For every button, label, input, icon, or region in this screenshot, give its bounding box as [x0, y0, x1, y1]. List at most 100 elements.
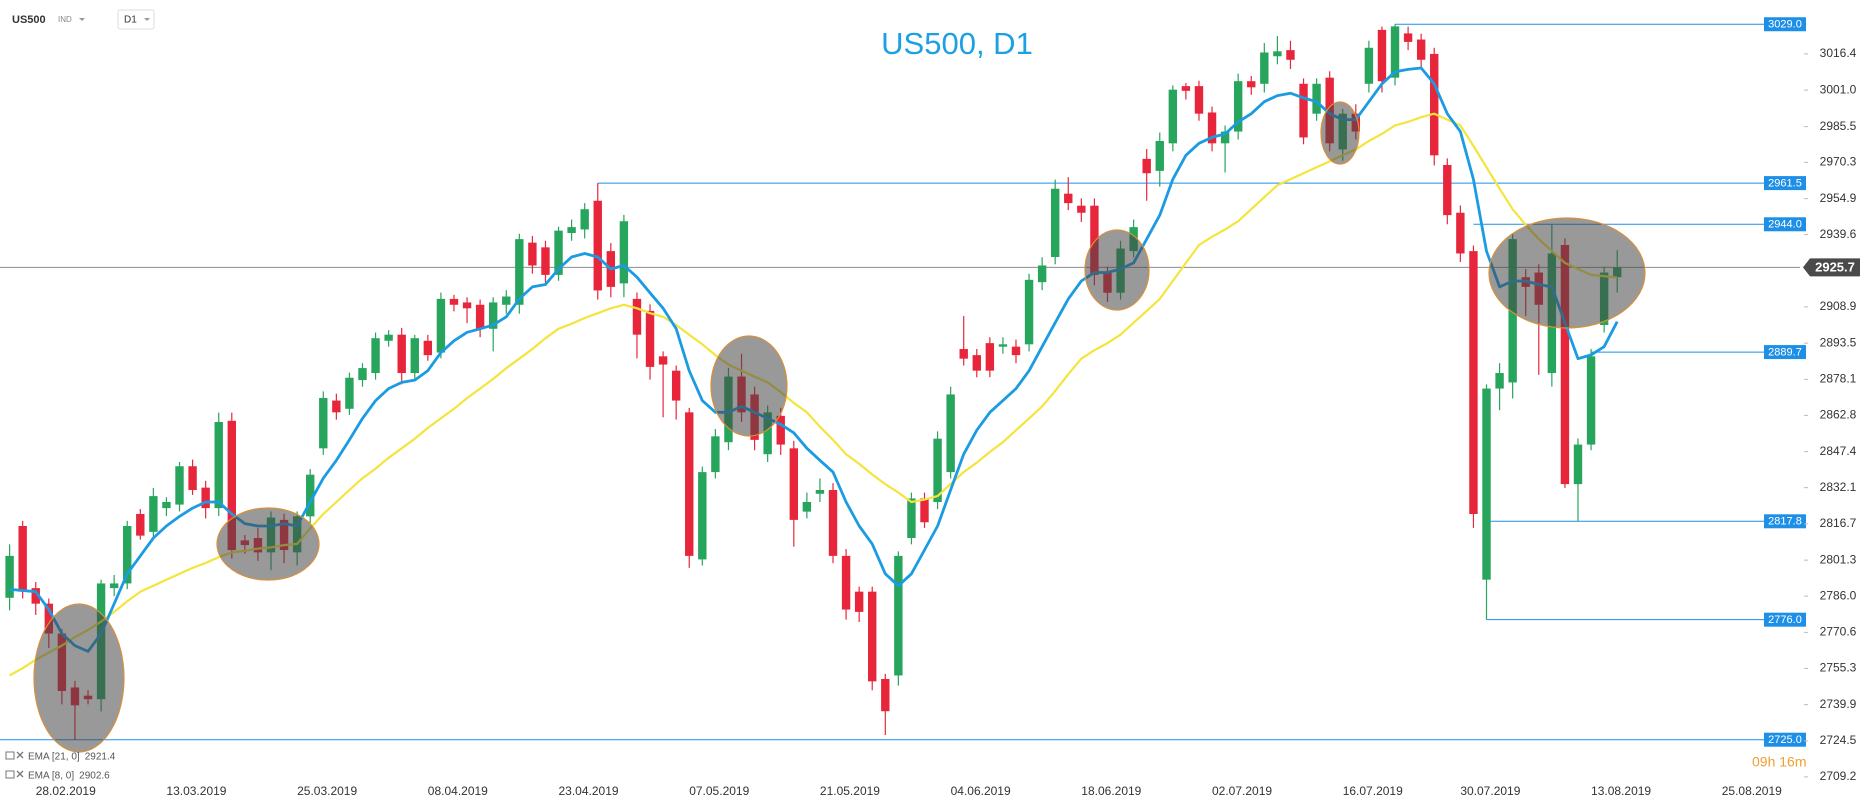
- candle-body: [475, 304, 485, 329]
- candle-body: [985, 343, 995, 371]
- candle-body: [698, 472, 707, 560]
- level-label-box: [1764, 176, 1806, 191]
- candle-body: [1573, 444, 1583, 485]
- candle-body: [319, 397, 328, 449]
- x-tick-label: 13.03.2019: [166, 784, 226, 798]
- market: IND: [58, 15, 72, 24]
- candle-body: [685, 412, 694, 556]
- candle-body: [384, 334, 393, 341]
- candle-body: [1090, 205, 1099, 275]
- highlight: [1084, 229, 1150, 311]
- candle-body: [933, 438, 942, 502]
- candle-body: [44, 603, 54, 634]
- y-tick-label: 2893.5: [1820, 335, 1857, 349]
- candle-body: [149, 496, 158, 532]
- dropdown-caret[interactable]: [79, 18, 85, 21]
- level-label: 2961.5: [1768, 178, 1802, 190]
- ema-layer: [9, 66, 1619, 677]
- highlight: [33, 603, 125, 753]
- ema-line: [9, 112, 1618, 677]
- legend-icon[interactable]: [5, 751, 15, 760]
- current-price-box: [1803, 258, 1860, 277]
- candle-body: [1077, 205, 1086, 213]
- candle-body: [1390, 26, 1400, 78]
- candle-body: [658, 356, 668, 365]
- candle-body: [1377, 29, 1387, 82]
- x-tick-label: 18.06.2019: [1081, 784, 1141, 798]
- candle-body: [1011, 346, 1021, 356]
- candle-body: [462, 302, 472, 309]
- candle-body: [1260, 52, 1269, 84]
- candle-body: [1286, 50, 1295, 60]
- y-tick-label: 2786.0: [1820, 588, 1857, 602]
- candle-body: [946, 394, 955, 473]
- candle-body: [619, 221, 629, 284]
- candle-body: [306, 474, 315, 517]
- timeframe[interactable]: D1: [124, 15, 137, 26]
- candle-body: [436, 298, 446, 353]
- y-tick-label: 3016.4: [1820, 46, 1857, 60]
- legend: EMA [21, 0] 2921.4 EMA [8, 0] 2902.6: [5, 751, 116, 782]
- candle-body: [1443, 164, 1452, 216]
- candle-body: [632, 298, 642, 335]
- candle-body: [1051, 188, 1060, 257]
- candle-body: [972, 355, 981, 371]
- legend-icon[interactable]: [5, 770, 15, 779]
- candle-body: [881, 678, 890, 712]
- y-tick-label: 2862.8: [1820, 408, 1857, 422]
- y-tick-label: 2878.1: [1820, 372, 1857, 386]
- candle-body: [397, 334, 406, 374]
- y-tick-label: 3001.0: [1820, 82, 1857, 96]
- candle-body: [109, 583, 119, 589]
- candle-body: [502, 296, 511, 305]
- x-tick-label: 21.05.2019: [820, 784, 880, 798]
- y-tick-label: 2832.1: [1820, 480, 1857, 494]
- y-tick-label: 2709.2: [1820, 769, 1857, 783]
- x-tick-label: 04.06.2019: [951, 784, 1011, 798]
- level-label-box: [1764, 732, 1806, 747]
- x-tick-label: 25.03.2019: [297, 784, 357, 798]
- candle-body: [175, 466, 184, 505]
- candle-body: [920, 498, 929, 523]
- dropdown-caret[interactable]: [144, 18, 150, 21]
- candle-body: [671, 370, 681, 401]
- candle-body: [345, 377, 354, 409]
- candle-body: [645, 310, 655, 367]
- symbol[interactable]: US500: [12, 14, 46, 26]
- candle-body: [1312, 83, 1321, 114]
- level-label: 2889.7: [1768, 346, 1802, 358]
- candle-body: [332, 400, 341, 413]
- candle-body: [5, 555, 14, 598]
- candles-layer: [5, 24, 1622, 740]
- candle-body: [1155, 140, 1164, 171]
- candle-body: [1142, 158, 1151, 174]
- y-tick-label: 2939.6: [1820, 227, 1857, 241]
- candle-body: [423, 340, 433, 356]
- candle-body: [776, 415, 785, 445]
- candle-body: [1064, 193, 1073, 204]
- level-label-box: [1764, 514, 1806, 529]
- legend-close[interactable]: [16, 770, 24, 778]
- candle-body: [854, 591, 864, 612]
- candle-body: [136, 513, 145, 536]
- candle-body: [841, 555, 851, 610]
- timer: 09h 16m: [1752, 754, 1806, 770]
- axis-layer: 3016.4 3001.0 2985.5 2970.3 2954.9 2939.6 2908…: [36, 46, 1860, 798]
- level-label-box: [1764, 345, 1806, 360]
- highlight: [710, 335, 788, 437]
- x-tick-label: 23.04.2019: [559, 784, 619, 798]
- candle-body: [488, 302, 498, 329]
- highlight: [1320, 101, 1360, 165]
- highlight: [216, 507, 320, 581]
- timeframe-box[interactable]: [117, 9, 155, 30]
- toolbar: US500 IND D1: [12, 9, 155, 30]
- legend-close[interactable]: [16, 751, 24, 759]
- candle-body: [907, 498, 916, 539]
- candle-body: [1037, 265, 1047, 283]
- legend-value: 2921.4: [85, 752, 116, 763]
- y-tick-label: 2847.4: [1820, 444, 1857, 458]
- x-tick-label: 07.05.2019: [689, 784, 749, 798]
- candle-body: [449, 298, 459, 305]
- candle-body: [1403, 33, 1413, 42]
